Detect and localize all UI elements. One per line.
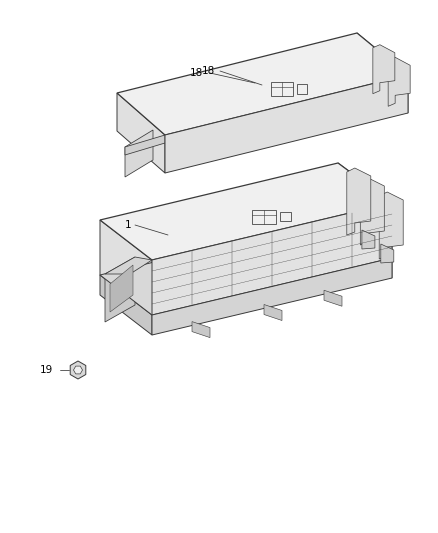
Polygon shape — [100, 275, 152, 335]
Polygon shape — [105, 257, 135, 322]
Polygon shape — [100, 218, 392, 315]
Polygon shape — [362, 230, 375, 249]
Polygon shape — [357, 33, 408, 113]
Polygon shape — [373, 45, 395, 94]
Polygon shape — [152, 203, 392, 315]
Polygon shape — [152, 258, 392, 335]
Polygon shape — [264, 304, 282, 320]
Text: 1: 1 — [125, 220, 132, 230]
Polygon shape — [360, 178, 384, 245]
Polygon shape — [117, 33, 408, 135]
Polygon shape — [100, 220, 152, 315]
Polygon shape — [388, 58, 410, 106]
Polygon shape — [379, 192, 403, 259]
Polygon shape — [70, 361, 86, 379]
Polygon shape — [110, 265, 133, 312]
Polygon shape — [338, 218, 392, 278]
Polygon shape — [125, 130, 153, 177]
Polygon shape — [117, 93, 165, 173]
Polygon shape — [100, 163, 392, 260]
Polygon shape — [324, 290, 342, 306]
Polygon shape — [165, 75, 408, 173]
Polygon shape — [74, 366, 82, 374]
Polygon shape — [105, 257, 152, 274]
Text: 18: 18 — [202, 66, 215, 76]
Polygon shape — [125, 135, 165, 155]
Text: 18: 18 — [190, 68, 203, 78]
Polygon shape — [347, 168, 371, 235]
Text: 19: 19 — [40, 365, 53, 375]
Polygon shape — [338, 163, 392, 258]
Polygon shape — [192, 321, 210, 337]
Polygon shape — [381, 244, 394, 263]
